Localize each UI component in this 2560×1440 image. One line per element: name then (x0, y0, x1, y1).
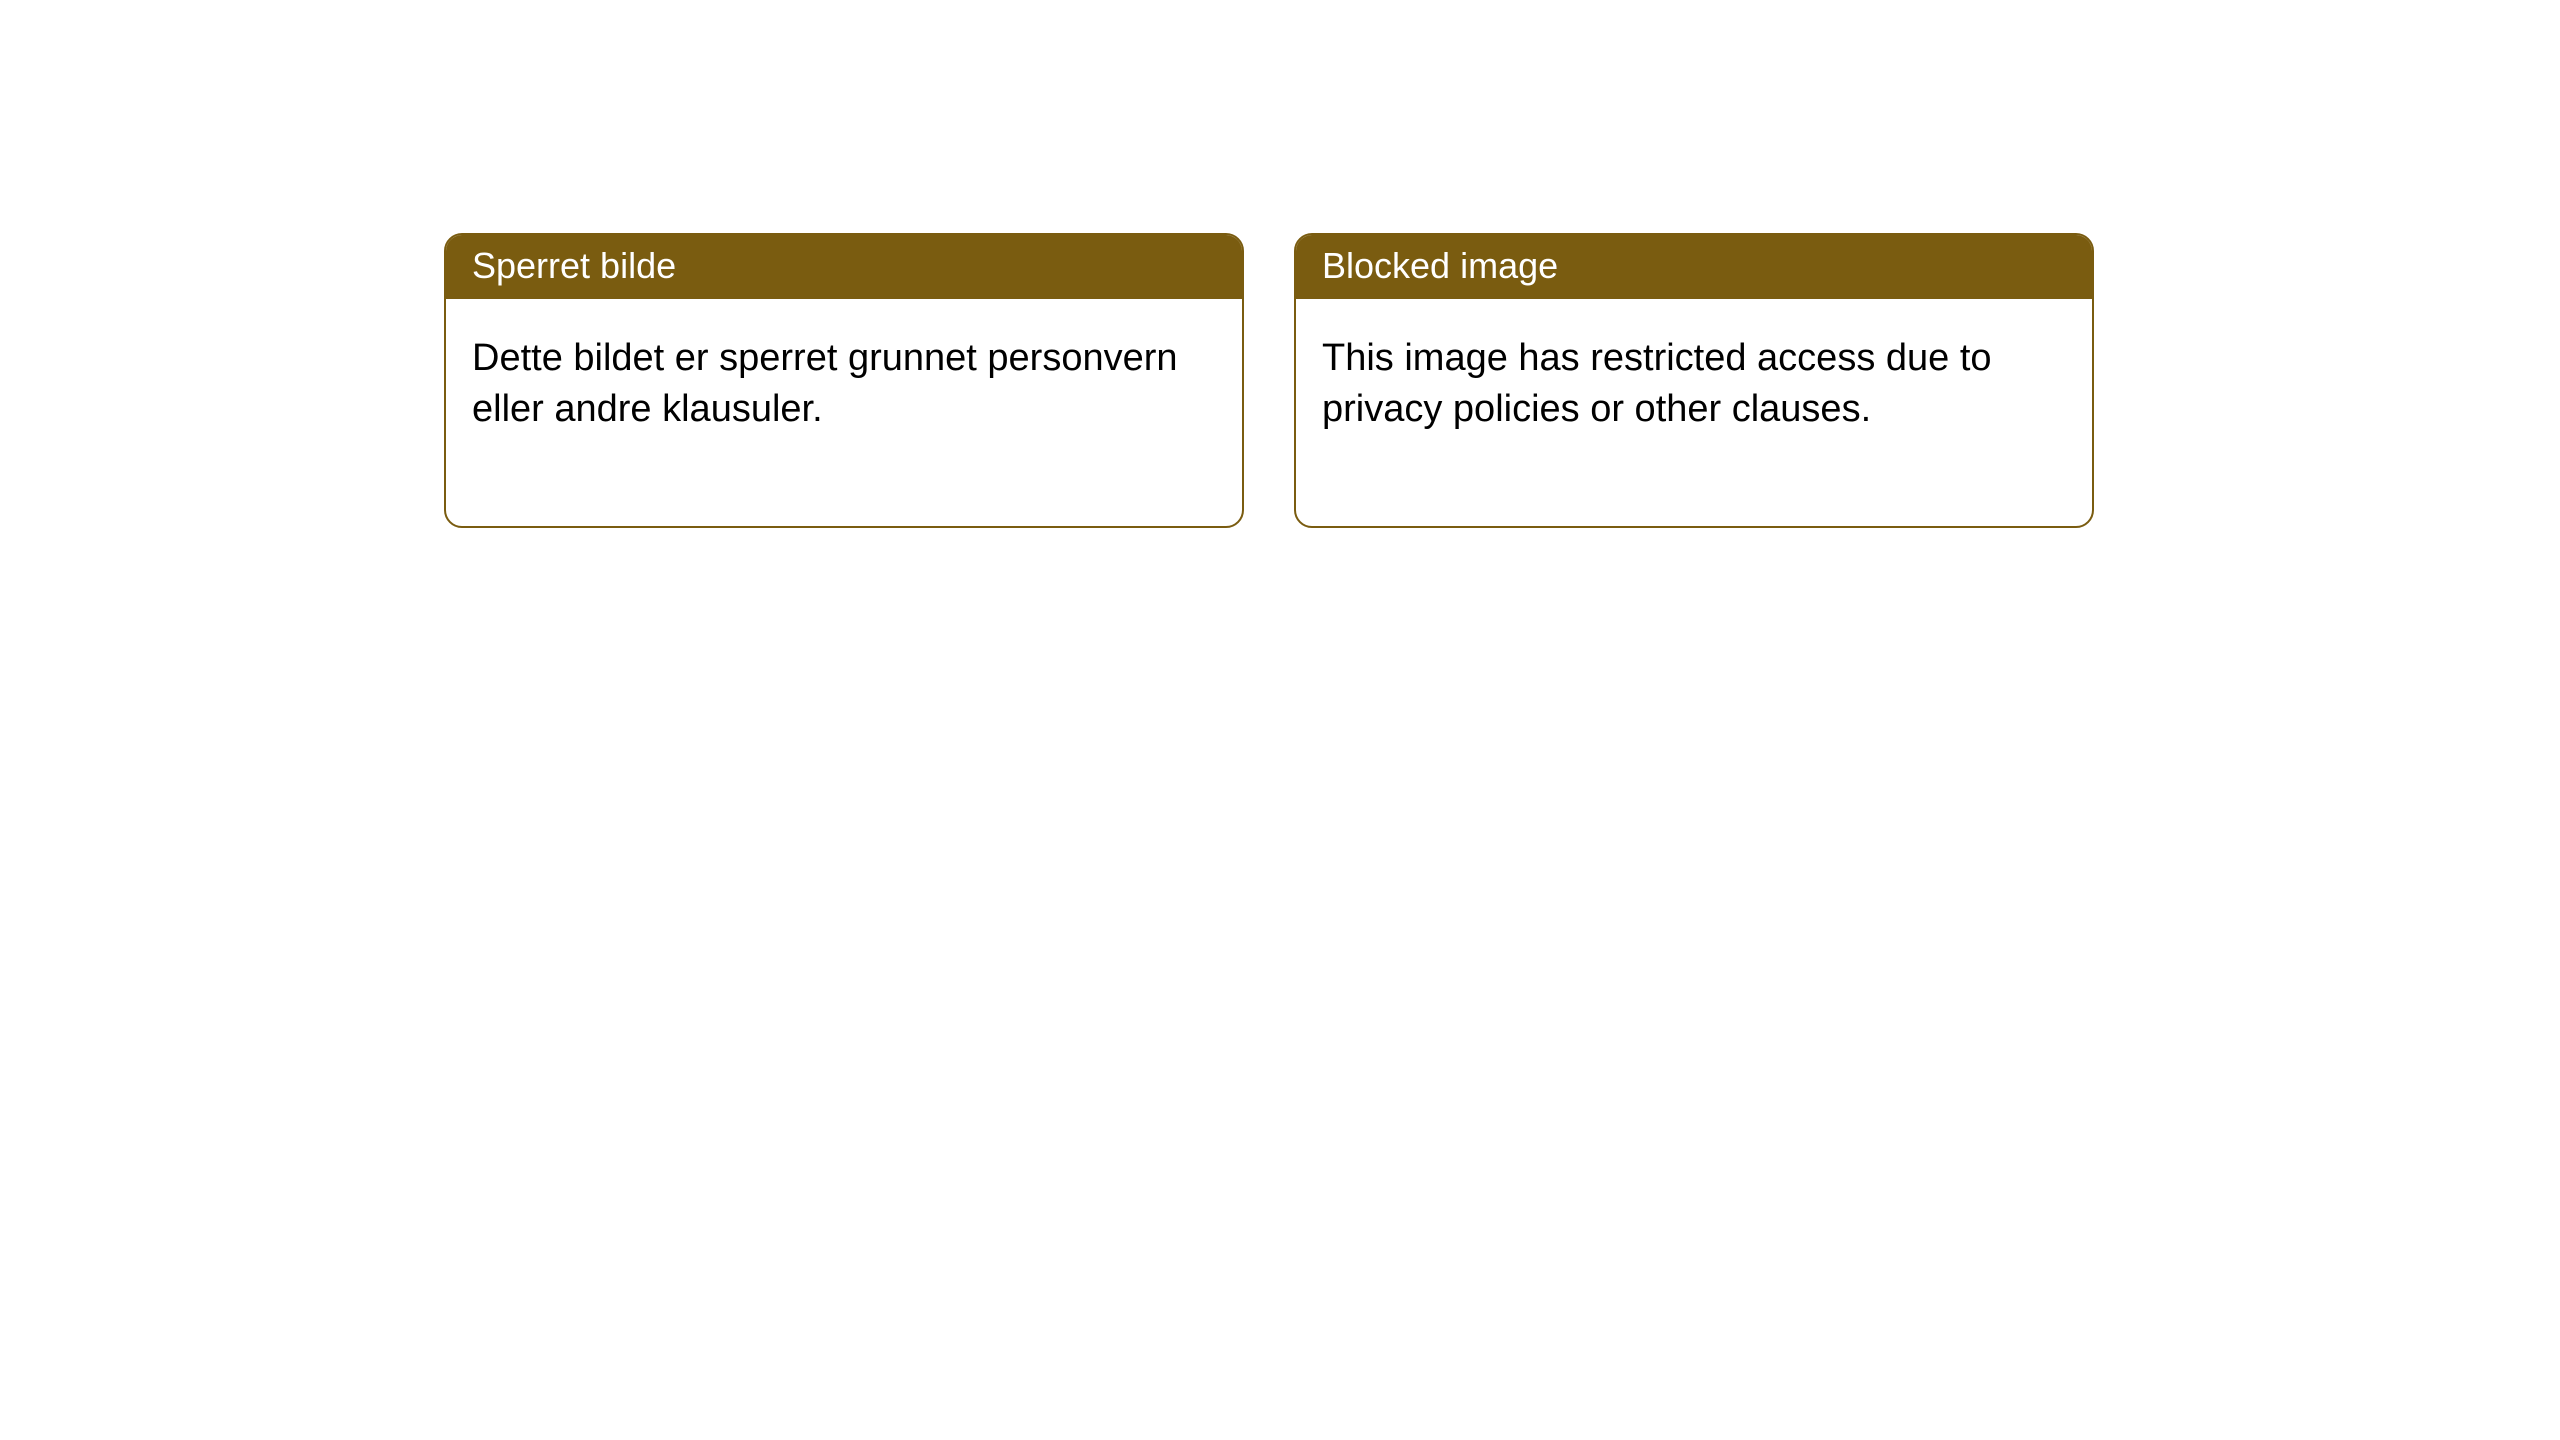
notice-body-text: This image has restricted access due to … (1322, 337, 1992, 430)
notice-title: Sperret bilde (472, 245, 676, 286)
notice-card-norwegian: Sperret bilde Dette bildet er sperret gr… (444, 233, 1244, 528)
notice-title: Blocked image (1322, 245, 1558, 286)
notice-header: Sperret bilde (446, 235, 1242, 299)
notice-card-english: Blocked image This image has restricted … (1294, 233, 2094, 528)
notice-header: Blocked image (1296, 235, 2092, 299)
notice-body: Dette bildet er sperret grunnet personve… (446, 299, 1242, 526)
notice-container: Sperret bilde Dette bildet er sperret gr… (0, 0, 2560, 528)
notice-body: This image has restricted access due to … (1296, 299, 2092, 526)
notice-body-text: Dette bildet er sperret grunnet personve… (472, 337, 1178, 430)
